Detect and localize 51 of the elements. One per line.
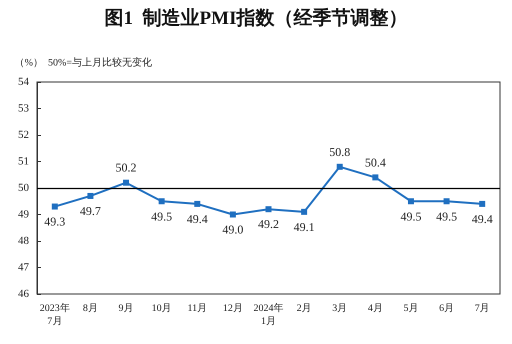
data-label: 49.4: [186, 212, 208, 226]
x-tick-label: 5月: [403, 303, 418, 314]
point: [372, 174, 378, 180]
data-label: 49.3: [44, 214, 66, 229]
y-tick-label: 54: [18, 76, 30, 88]
data-label: 50.8: [329, 144, 350, 159]
data-label: 49.5: [436, 209, 458, 224]
y-tick-label: 52: [18, 129, 29, 141]
data-label: 49.4: [472, 212, 493, 226]
x-tick-label: 10月: [152, 303, 172, 314]
y-tick-label: 48: [18, 235, 30, 247]
x-tick-label: 8月: [82, 303, 98, 314]
x-tick-label: 2月: [296, 303, 312, 314]
data-label: 49.5: [151, 209, 172, 224]
point: [336, 164, 343, 170]
x-tick-label: 12月: [222, 303, 243, 314]
point: [301, 208, 308, 215]
point: [87, 192, 94, 199]
x-tick-label: 9月: [118, 303, 134, 314]
data-label: 49.7: [80, 204, 101, 218]
x-tick-label: 6月: [439, 303, 454, 314]
y-tick-label: 46: [18, 288, 30, 300]
point: [123, 180, 130, 186]
x-tick-label: 7月: [474, 303, 490, 314]
point: [230, 212, 236, 218]
y-axis-title: （%）: [14, 58, 43, 68]
x-tick-label: 4月: [368, 303, 383, 314]
x-tick-label: 3月: [332, 303, 348, 314]
text: 50%=与上月比较无变化: [48, 56, 152, 68]
y-tick-label: 47: [18, 262, 30, 274]
data-label: 50.2: [116, 160, 137, 175]
point: [194, 200, 200, 207]
data-label: 49.1: [294, 220, 315, 234]
data-label: 49.2: [258, 217, 279, 232]
y-tick-label: 51: [18, 156, 29, 168]
data-label: 49.0: [222, 222, 244, 236]
point: [158, 198, 165, 204]
y-tick-label: 50: [18, 182, 30, 194]
data-label: 50.4: [364, 155, 386, 170]
x-tick-label: 2024年 1月: [254, 302, 284, 327]
y-tick-label: 53: [18, 102, 30, 114]
y-tick-label: 49: [18, 208, 30, 220]
x-tick-label: 2023年 7月: [40, 302, 70, 327]
point: [408, 198, 414, 204]
chart-title: 图1 制造业PMI指数（经季节调整）: [104, 7, 408, 29]
point: [479, 200, 486, 207]
point: [266, 206, 272, 212]
data-label: 49.5: [400, 209, 422, 224]
point: [52, 204, 58, 210]
point: [444, 198, 450, 204]
x-tick-label: 11月: [187, 303, 208, 314]
